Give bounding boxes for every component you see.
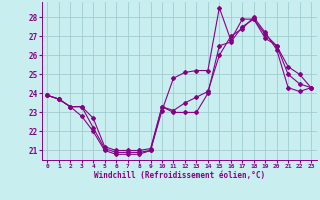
X-axis label: Windchill (Refroidissement éolien,°C): Windchill (Refroidissement éolien,°C) <box>94 171 265 180</box>
